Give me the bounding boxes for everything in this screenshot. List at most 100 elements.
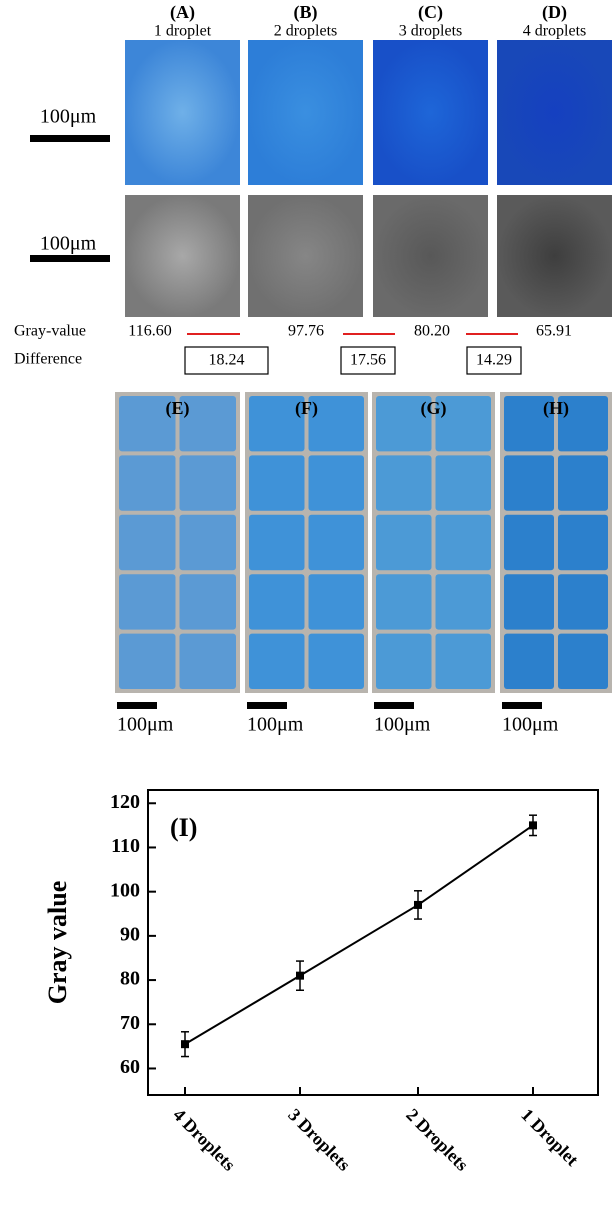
grid-cell — [376, 514, 432, 571]
grid-cell — [435, 455, 491, 511]
blue-image — [125, 40, 240, 185]
grid-cell — [376, 574, 432, 630]
y-tick-label: 100 — [110, 879, 140, 901]
y-tick-label: 120 — [110, 791, 140, 813]
panel-caption: 3 droplets — [399, 23, 463, 40]
difference: 17.56 — [350, 352, 386, 369]
grid-cell — [119, 633, 176, 689]
grid-cell — [119, 574, 176, 630]
x-tick-label: 2 Droplets — [402, 1105, 472, 1175]
panel-label: (B) — [294, 2, 318, 23]
scale-bar — [30, 135, 110, 142]
grid-cell — [558, 574, 608, 630]
difference-box — [184, 346, 269, 375]
panel-label: (A) — [170, 2, 195, 23]
x-tick-label: 3 Droplets — [284, 1105, 354, 1175]
panel-label: (C) — [418, 2, 443, 23]
row-label: Gray-value — [14, 323, 86, 340]
panel-caption: 4 droplets — [523, 23, 587, 40]
scale-bar — [247, 702, 287, 709]
grid-cell — [308, 633, 364, 689]
plot-frame — [147, 789, 599, 1096]
y-tick-label: 110 — [111, 835, 140, 857]
scale-label: 100μm — [40, 106, 97, 128]
grid-cell — [376, 633, 432, 689]
grid-cell — [249, 455, 305, 511]
grid-label: (E) — [166, 398, 190, 419]
blue-image — [497, 40, 612, 185]
grid-cell — [119, 514, 176, 571]
scale-label: 100μm — [40, 233, 97, 255]
gray-image — [125, 195, 240, 317]
gray-value: 80.20 — [414, 323, 450, 340]
grid-cell — [179, 396, 236, 452]
gray-image — [373, 195, 488, 317]
grid-label: (G) — [421, 398, 447, 419]
grid-cell — [308, 574, 364, 630]
grid-cell — [504, 455, 554, 511]
line — [184, 824, 534, 1046]
grid-cell — [435, 574, 491, 630]
row-label: Difference — [14, 351, 82, 368]
grid-cell — [558, 514, 608, 571]
gray-value: 97.76 — [288, 323, 324, 340]
grid-cell — [308, 514, 364, 571]
blue-image — [248, 40, 363, 185]
grid-cell — [435, 514, 491, 571]
grid-cell — [504, 574, 554, 630]
grid-cell — [558, 633, 608, 689]
grid-cell — [308, 455, 364, 511]
panel-label: (D) — [542, 2, 567, 23]
scale-bar — [30, 255, 110, 262]
grid-cell — [504, 633, 554, 689]
grid-cell — [249, 514, 305, 571]
point — [414, 900, 422, 909]
y-tick-label: 90 — [120, 923, 140, 945]
scale-label: 100μm — [502, 714, 559, 736]
blue-image — [373, 40, 488, 185]
difference-box — [466, 346, 522, 375]
scale-bar — [374, 702, 414, 709]
scale-label: 100μm — [374, 714, 431, 736]
grid-cell — [249, 574, 305, 630]
y-tick-label: 80 — [120, 968, 140, 990]
grid-cell — [376, 455, 432, 511]
gray-image — [497, 195, 612, 317]
grid-cell — [435, 633, 491, 689]
grid-cell — [504, 514, 554, 571]
panel-caption: 1 droplet — [154, 23, 212, 40]
grid-cell — [179, 455, 236, 511]
y-tick-label: 60 — [120, 1056, 140, 1078]
grid-cell — [558, 396, 608, 452]
grid-cell — [179, 574, 236, 630]
panel-caption: 2 droplets — [274, 23, 338, 40]
y-axis-label: Gray value — [43, 881, 72, 1005]
y-tick-label: 70 — [120, 1012, 140, 1034]
grid-cell — [249, 633, 305, 689]
grid-cell — [308, 396, 364, 452]
point — [529, 821, 537, 830]
scale-label: 100μm — [247, 714, 304, 736]
scale-label: 100μm — [117, 714, 174, 736]
x-tick-label: 4 Droplets — [169, 1105, 239, 1175]
x-tick-label: 1 Droplet — [517, 1105, 582, 1170]
grid-cell — [558, 455, 608, 511]
difference-box — [340, 346, 396, 375]
annotation: (I) — [170, 813, 197, 842]
scale-bar — [117, 702, 157, 709]
point — [296, 971, 304, 980]
difference: 18.24 — [209, 352, 245, 369]
point — [181, 1040, 189, 1049]
difference: 14.29 — [476, 352, 512, 369]
grid-cell — [179, 633, 236, 689]
grid-cell — [179, 514, 236, 571]
grid-cell — [435, 396, 491, 452]
grid-label: (H) — [543, 398, 569, 419]
grid-cell — [119, 396, 176, 452]
gray-value: 65.91 — [536, 323, 572, 340]
grid-label: (F) — [295, 398, 318, 419]
grid-cell — [504, 396, 554, 452]
scale-bar — [502, 702, 542, 709]
grid-cell — [119, 455, 176, 511]
